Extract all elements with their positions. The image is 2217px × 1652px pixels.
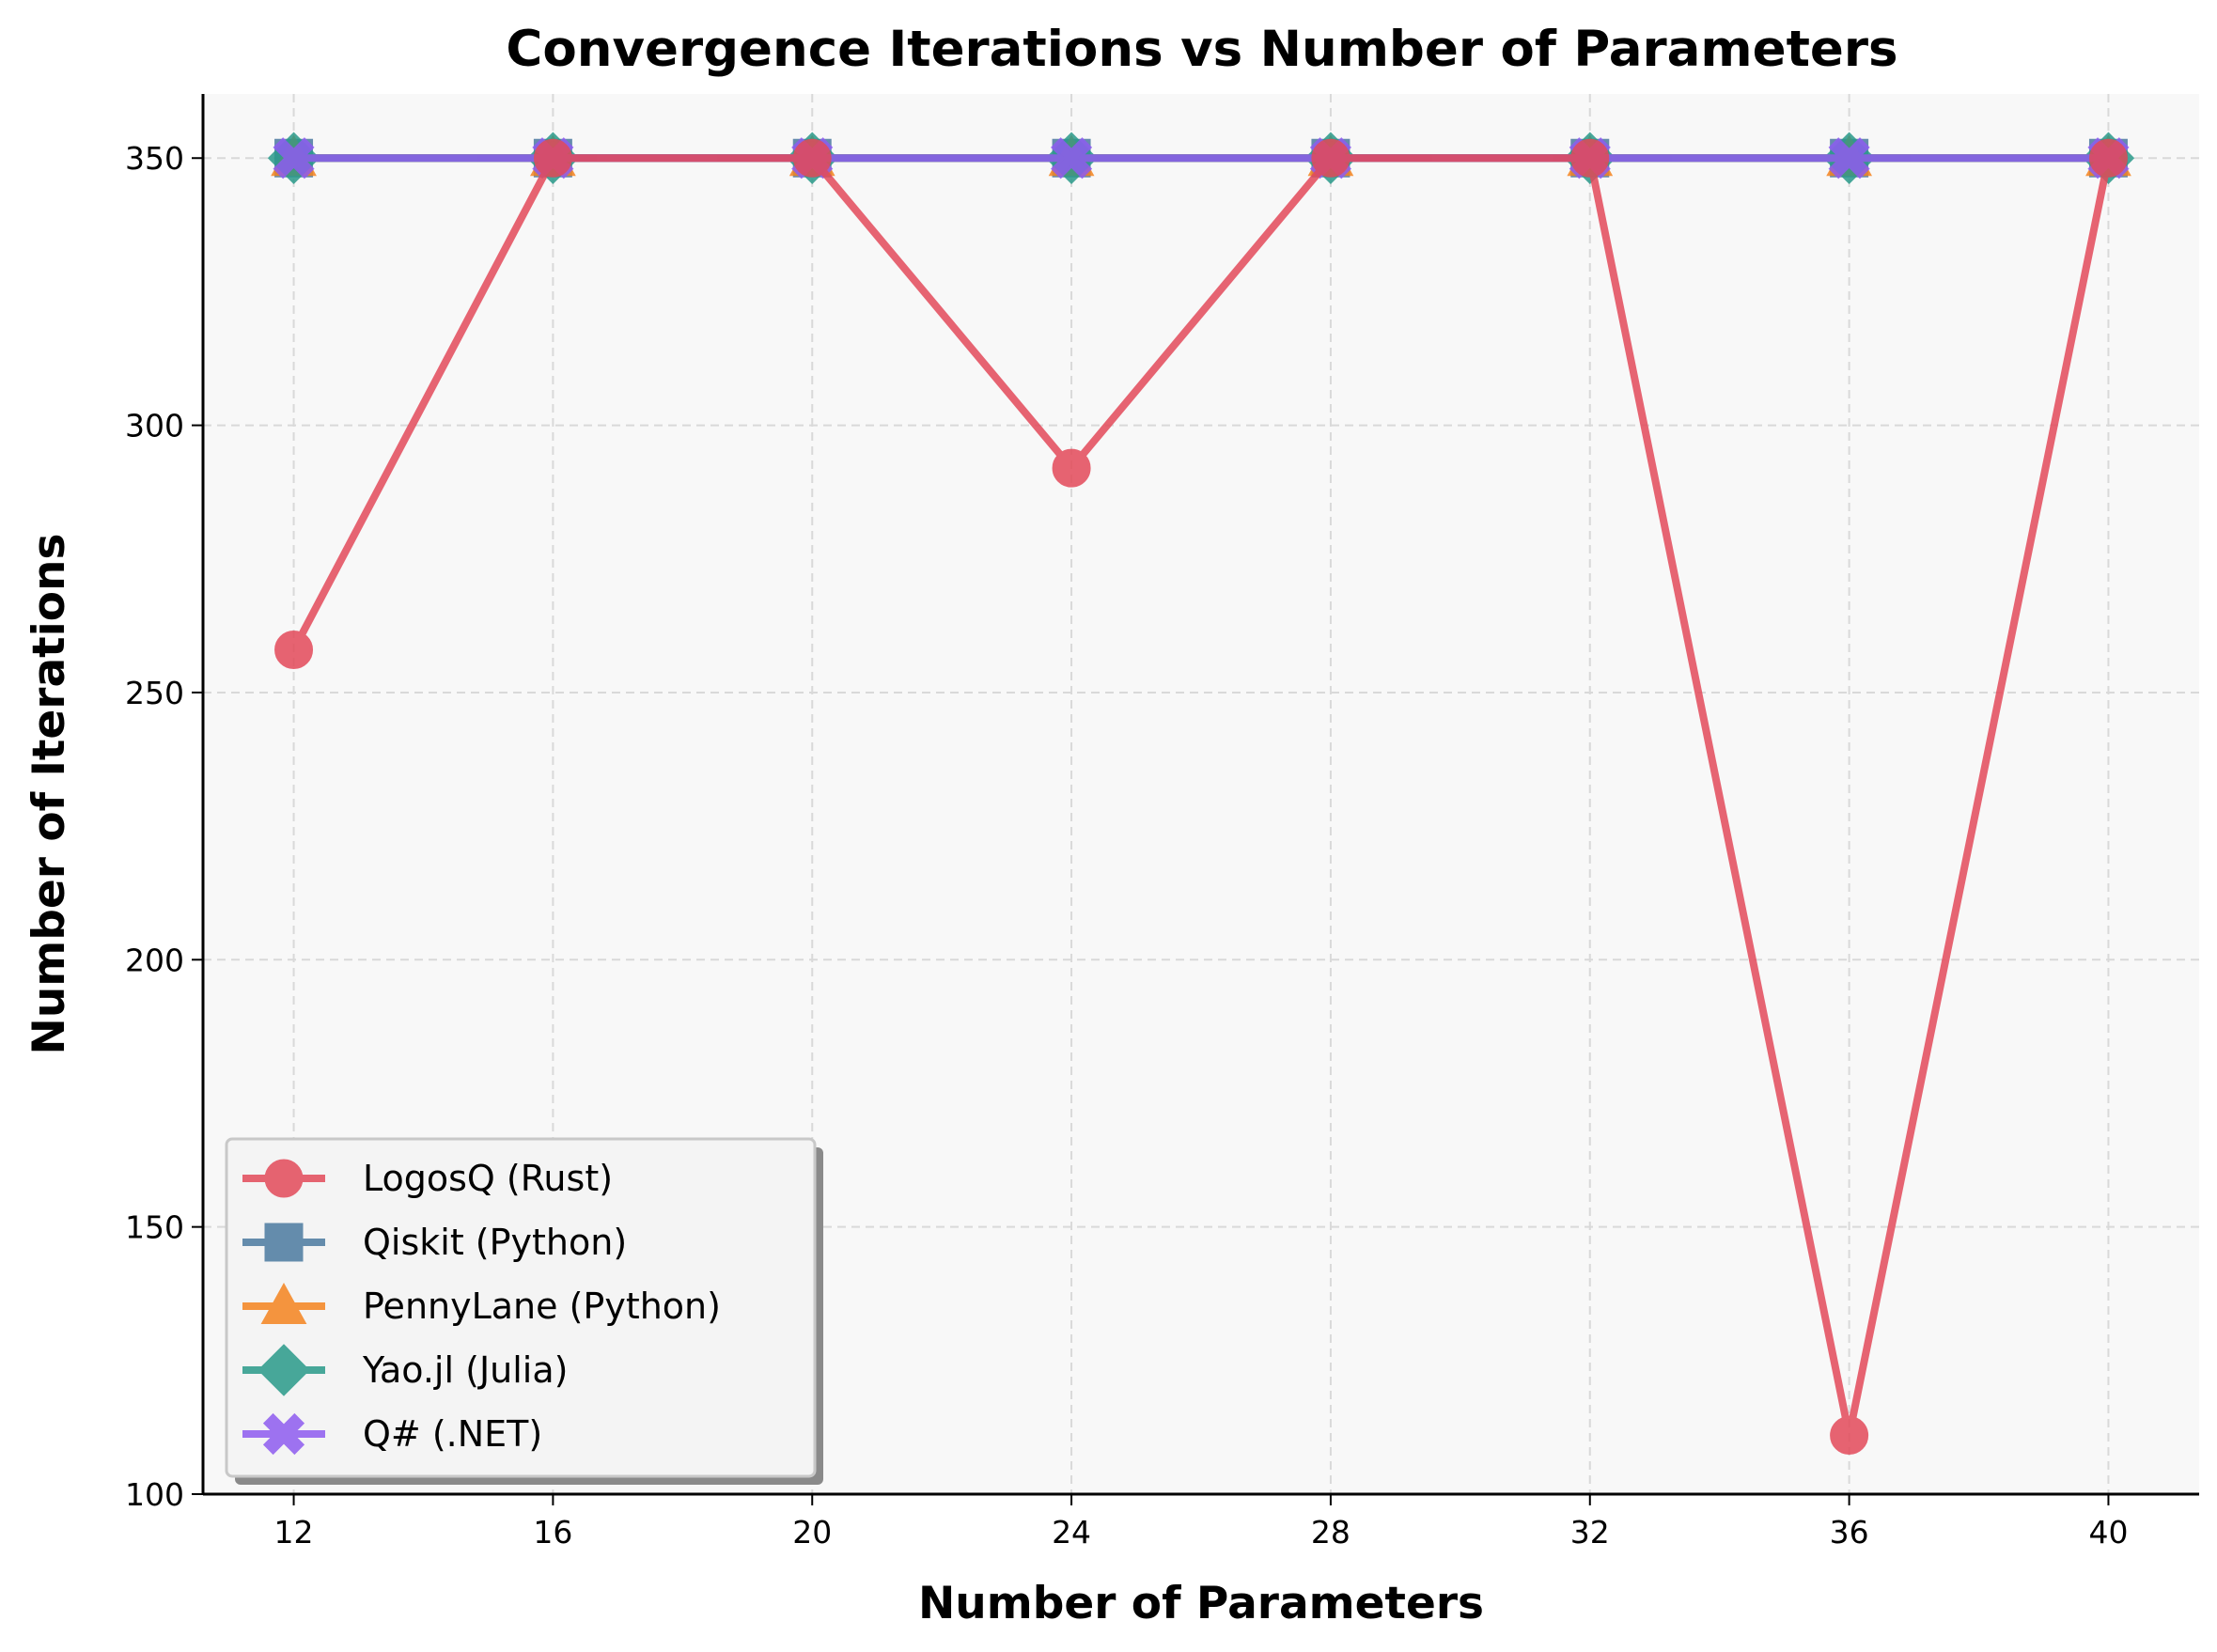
data-point bbox=[2088, 138, 2128, 178]
data-point bbox=[792, 138, 832, 178]
y-tick-label: 350 bbox=[125, 140, 184, 177]
y-tick-label: 150 bbox=[125, 1209, 184, 1246]
data-point bbox=[273, 137, 315, 179]
x-tick-label: 16 bbox=[533, 1514, 572, 1551]
legend-box bbox=[225, 1137, 817, 1478]
data-point bbox=[1051, 137, 1093, 179]
y-tick-label: 250 bbox=[125, 675, 184, 711]
x-tick-label: 12 bbox=[274, 1514, 314, 1551]
data-point bbox=[1570, 138, 1610, 178]
y-tick-label: 200 bbox=[125, 942, 184, 978]
y-tick-label: 300 bbox=[125, 408, 184, 444]
ticks: 12 16 20 24 28 32 36 40 100 150 200 250 300 350 bbox=[125, 140, 2128, 1551]
legend-item bbox=[242, 1344, 325, 1396]
x-tick-label: 36 bbox=[1830, 1514, 1869, 1551]
legend-label: Yao.jl (Julia) bbox=[362, 1349, 568, 1391]
legend-marker bbox=[258, 1344, 310, 1396]
legend-marker bbox=[264, 1223, 304, 1262]
data-point bbox=[1311, 138, 1350, 178]
legend-marker bbox=[262, 1412, 305, 1456]
legend-item bbox=[242, 1159, 325, 1198]
x-axis-title: Number of Parameters bbox=[918, 1578, 1484, 1629]
series-0 bbox=[274, 138, 2128, 1455]
y-axis-title: Number of Iterations bbox=[23, 534, 75, 1055]
legend-label: LogosQ (Rust) bbox=[363, 1158, 613, 1199]
chart-title: Convergence Iterations vs Number of Para… bbox=[506, 21, 1897, 78]
data-point bbox=[1052, 448, 1091, 488]
x-tick-label: 28 bbox=[1311, 1514, 1350, 1551]
x-tick-label: 24 bbox=[1052, 1514, 1091, 1551]
x-tick-label: 40 bbox=[2088, 1514, 2128, 1551]
legend-item bbox=[242, 1412, 325, 1456]
legend-label: PennyLane (Python) bbox=[363, 1286, 721, 1327]
data-point bbox=[533, 138, 572, 178]
legend-item bbox=[242, 1223, 325, 1262]
legend-marker bbox=[260, 1283, 307, 1324]
data-point bbox=[1830, 1415, 1869, 1455]
legend-item bbox=[242, 1283, 325, 1324]
series-layer bbox=[267, 132, 2135, 1455]
legend-label: Qiskit (Python) bbox=[363, 1222, 627, 1263]
x-tick-label: 32 bbox=[1570, 1514, 1610, 1551]
legend: LogosQ (Rust) Qiskit (Python) PennyLane (P… bbox=[225, 1137, 823, 1485]
x-tick-label: 20 bbox=[792, 1514, 832, 1551]
legend-label: Q# (.NET) bbox=[363, 1413, 542, 1455]
series-line bbox=[290, 154, 2113, 1440]
legend-marker bbox=[264, 1159, 304, 1198]
y-tick-label: 100 bbox=[125, 1476, 184, 1513]
data-point bbox=[274, 630, 314, 669]
data-point bbox=[1828, 137, 1870, 179]
